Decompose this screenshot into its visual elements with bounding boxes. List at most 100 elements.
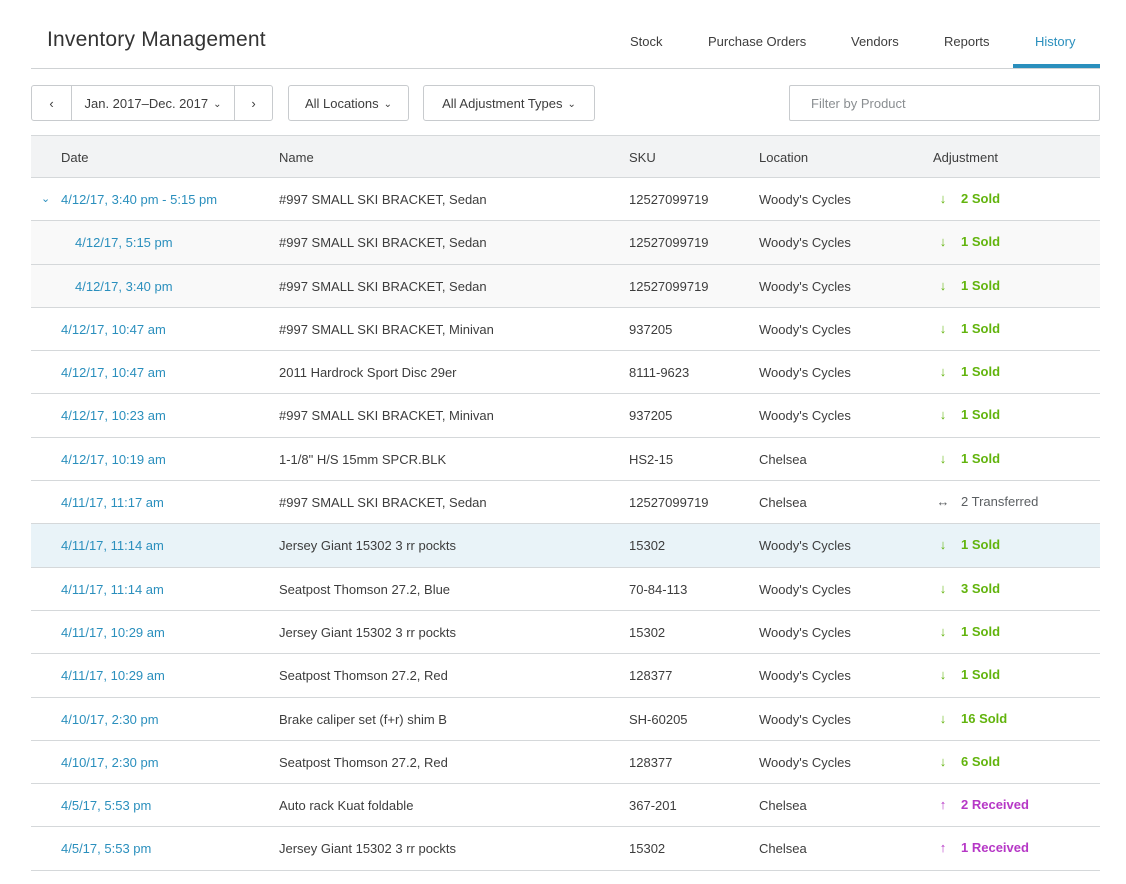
table-row[interactable]: 4/5/17, 5:53 pm Auto rack Kuat foldable 36…	[31, 784, 1100, 828]
row-product-name: #997 SMALL SKI BRACKET, Sedan	[279, 235, 487, 251]
row-date-link[interactable]: 4/12/17, 3:40 pm	[75, 278, 173, 294]
row-date-link[interactable]: 4/12/17, 10:23 am	[61, 408, 166, 424]
adjustment-label: 1 Sold	[961, 277, 1001, 293]
row-date-link[interactable]: 4/5/17, 5:53 pm	[61, 798, 152, 814]
row-location: Chelsea	[759, 495, 807, 511]
row-date-link[interactable]: 4/11/17, 11:14 am	[61, 538, 164, 554]
row-sku: SH-60205	[629, 711, 688, 727]
arrow-down-icon: ↓	[939, 537, 947, 553]
row-date-link[interactable]: 4/11/17, 11:14 am	[61, 581, 164, 597]
chevron-down-icon: ⌄	[213, 98, 222, 110]
adjustment-label: 1 Sold	[961, 407, 1001, 423]
row-adjustment: ↓ 16 Sold	[933, 711, 1008, 726]
row-date-link[interactable]: 4/11/17, 10:29 am	[61, 624, 165, 640]
adjustment-label: 3 Sold	[961, 580, 1001, 596]
column-header-name[interactable]: Name	[279, 150, 314, 165]
row-adjustment: ↓ 1 Sold	[933, 234, 1000, 249]
locations-dropdown[interactable]: All Locations ⌄	[288, 85, 409, 121]
row-product-name: Seatpost Thomson 27.2, Blue	[279, 581, 451, 597]
row-date-link[interactable]: 4/12/17, 10:47 am	[61, 365, 166, 381]
table-row[interactable]: 4/11/17, 11:17 am #997 SMALL SKI BRACKET,…	[31, 481, 1100, 525]
row-product-name: Seatpost Thomson 27.2, Red	[279, 754, 448, 770]
row-sku: 12527099719	[629, 495, 709, 511]
row-date-link[interactable]: 4/11/17, 11:17 am	[61, 495, 164, 511]
column-header-date[interactable]: Date	[61, 150, 89, 165]
table-body: ⌄ 4/12/17, 3:40 pm - 5:15 pm #997 SMALL SK…	[31, 178, 1100, 871]
tab-purchase-orders[interactable]: Purchase Orders	[708, 34, 807, 49]
row-adjustment: ↓ 6 Sold	[933, 754, 1000, 769]
row-date-link[interactable]: 4/11/17, 10:29 am	[61, 668, 165, 684]
tab-stock[interactable]: Stock	[630, 34, 663, 49]
row-date-link[interactable]: 4/10/17, 2:30 pm	[61, 754, 159, 770]
column-header-adjustment[interactable]: Adjustment	[933, 150, 999, 165]
row-sku: HS2-15	[629, 451, 674, 467]
row-location: Woody's Cycles	[759, 711, 851, 727]
adjustment-label: 2 Sold	[961, 191, 1001, 206]
chevron-left-icon: ‹	[49, 95, 54, 111]
table-row[interactable]: 4/10/17, 2:30 pm Seatpost Thomson 27.2, R…	[31, 741, 1100, 785]
row-date-link[interactable]: 4/12/17, 3:40 pm - 5:15 pm	[61, 192, 218, 207]
table-row-group[interactable]: ⌄ 4/12/17, 3:40 pm - 5:15 pm #997 SMALL SK…	[31, 178, 1100, 222]
chevron-down-icon: ⌄	[567, 98, 576, 110]
arrow-down-icon: ↓	[939, 320, 947, 336]
row-date-link[interactable]: 4/12/17, 10:47 am	[61, 321, 166, 337]
arrow-down-icon: ↓	[939, 667, 947, 683]
row-date-link[interactable]: 4/12/17, 5:15 pm	[75, 235, 173, 251]
tab-reports[interactable]: Reports	[944, 34, 990, 49]
adjustment-label: 2 Received	[961, 797, 1029, 813]
table-row[interactable]: 4/11/17, 11:14 am Jersey Giant 15302 3 rr…	[31, 524, 1100, 568]
row-sku: 12527099719	[629, 235, 709, 251]
row-adjustment: ↓ 1 Sold	[933, 278, 1000, 293]
previous-period-button[interactable]: ‹	[32, 86, 71, 120]
table-row[interactable]: 4/11/17, 10:29 am Seatpost Thomson 27.2, …	[31, 654, 1100, 698]
row-location: Woody's Cycles	[759, 668, 851, 684]
chevron-down-icon[interactable]: ⌄	[41, 193, 51, 205]
row-product-name: #997 SMALL SKI BRACKET, Minivan	[279, 408, 494, 424]
table-row-child[interactable]: 4/12/17, 3:40 pm #997 SMALL SKI BRACKET, …	[31, 264, 1100, 308]
arrow-down-icon: ↓	[939, 234, 947, 250]
tab-history[interactable]: History	[1035, 34, 1076, 49]
row-adjustment: ↓ 1 Sold	[933, 364, 1000, 379]
row-location: Woody's Cycles	[759, 365, 851, 381]
column-header-sku[interactable]: SKU	[629, 150, 656, 165]
adjustment-types-dropdown[interactable]: All Adjustment Types ⌄	[423, 85, 595, 121]
next-period-button[interactable]: ›	[235, 86, 272, 120]
row-product-name: #997 SMALL SKI BRACKET, Minivan	[279, 321, 494, 337]
row-date-link[interactable]: 4/10/17, 2:30 pm	[61, 711, 159, 727]
column-header-location[interactable]: Location	[759, 150, 809, 165]
arrow-down-icon: ↓	[939, 277, 947, 293]
row-adjustment: ↔ 2 Transferred	[933, 494, 1039, 509]
table-row[interactable]: 4/12/17, 10:47 am 2011 Hardrock Sport Dis…	[31, 351, 1100, 395]
row-sku: 937205	[629, 321, 673, 337]
adjustment-label: 1 Sold	[961, 537, 1001, 553]
filter-by-product-input[interactable]	[789, 85, 1100, 121]
history-table: Date Name SKU Location Adjustment ⌄ 4/12/…	[31, 135, 1100, 871]
table-row[interactable]: 4/12/17, 10:47 am #997 SMALL SKI BRACKET,…	[31, 308, 1100, 352]
table-row[interactable]: 4/12/17, 10:19 am 1-1/8" H/S 15mm SPCR.BL…	[31, 438, 1100, 482]
row-sku: 367-201	[629, 798, 677, 814]
arrow-down-icon: ↓	[939, 623, 947, 639]
row-location: Chelsea	[759, 841, 807, 857]
table-row[interactable]: 4/5/17, 5:53 pm Jersey Giant 15302 3 rr p…	[31, 827, 1100, 871]
adjustment-label: 1 Received	[961, 840, 1029, 856]
table-row[interactable]: 4/10/17, 2:30 pm Brake caliper set (f+r) …	[31, 698, 1100, 741]
row-location: Chelsea	[759, 798, 807, 814]
table-row[interactable]: 4/12/17, 10:23 am #997 SMALL SKI BRACKET,…	[31, 394, 1100, 438]
date-range-picker: ‹ Jan. 2017–Dec. 2017 ⌄ ›	[31, 85, 273, 121]
row-sku: 15302	[629, 624, 666, 640]
row-adjustment: ↑ 2 Received	[933, 797, 1029, 812]
row-location: Woody's Cycles	[759, 624, 851, 640]
table-row-child[interactable]: 4/12/17, 5:15 pm #997 SMALL SKI BRACKET, …	[31, 221, 1100, 265]
tab-vendors[interactable]: Vendors	[851, 34, 899, 49]
row-date-link[interactable]: 4/5/17, 5:53 pm	[61, 841, 152, 857]
table-row[interactable]: 4/11/17, 10:29 am Jersey Giant 15302 3 rr…	[31, 611, 1100, 655]
row-date-link[interactable]: 4/12/17, 10:19 am	[61, 451, 166, 467]
row-location: Woody's Cycles	[759, 278, 851, 294]
table-row[interactable]: 4/11/17, 11:14 am Seatpost Thomson 27.2, …	[31, 568, 1100, 611]
row-adjustment: ↓ 1 Sold	[933, 321, 1000, 336]
row-product-name: Seatpost Thomson 27.2, Red	[279, 668, 448, 684]
adjustment-label: 1 Sold	[961, 364, 1001, 380]
row-location: Woody's Cycles	[759, 192, 851, 207]
adjustment-types-label: All Adjustment Types	[442, 95, 563, 111]
date-range-dropdown[interactable]: Jan. 2017–Dec. 2017 ⌄	[72, 86, 234, 120]
